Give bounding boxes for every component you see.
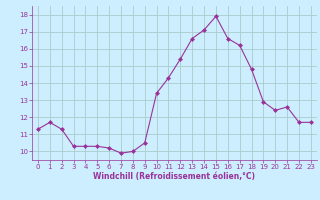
X-axis label: Windchill (Refroidissement éolien,°C): Windchill (Refroidissement éolien,°C): [93, 172, 255, 181]
